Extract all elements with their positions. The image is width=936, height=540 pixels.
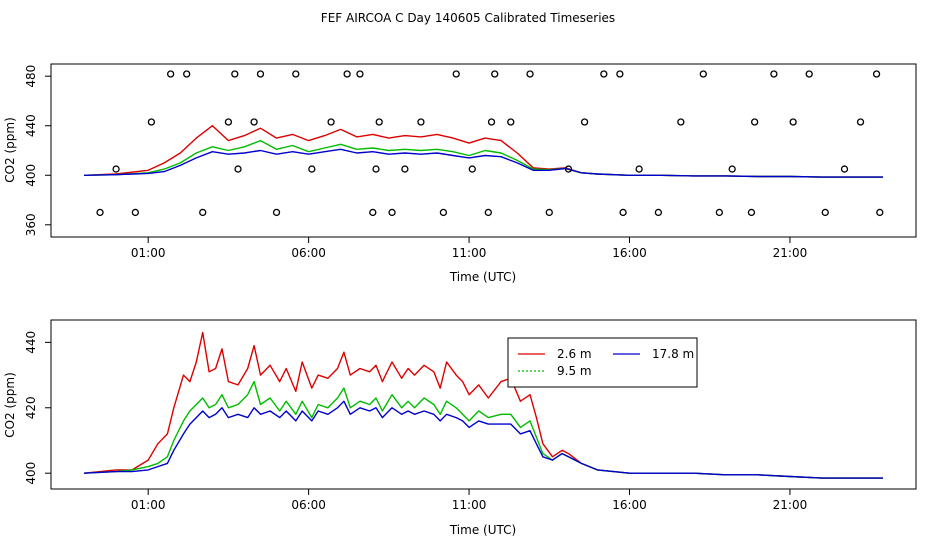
top-panel: 01:00 06:00 11:00 16:00 21:00 360 400 440 480 Ti…	[3, 63, 917, 284]
marker-point	[507, 118, 515, 126]
marker-point	[468, 165, 476, 173]
x-tick-label: 01:00	[131, 498, 166, 512]
bottom-axis-ticks: 01:00 06:00 11:00 16:00 21:00 400 420 440	[24, 331, 807, 512]
bottom-y-axis-label: CO2 (ppm)	[3, 372, 17, 438]
marker-point	[770, 70, 778, 78]
marker-point	[677, 118, 685, 126]
top-x-axis-label: Time (UTC)	[449, 270, 516, 284]
top-axis-ticks: 01:00 06:00 11:00 16:00 21:00 360 400 440 480	[24, 65, 807, 260]
bottom-panel: 01:00 06:00 11:00 16:00 21:00 400 420 440 Time …	[3, 319, 917, 537]
series-line-17-8-m	[83, 148, 883, 178]
marker-point	[199, 208, 207, 217]
series-line-9-5-m	[83, 139, 883, 178]
marker-point	[452, 70, 460, 78]
x-tick-label: 16:00	[612, 498, 647, 512]
marker-point	[699, 70, 707, 78]
marker-point	[840, 165, 849, 173]
marker-point	[96, 208, 104, 217]
legend: 2.6 m 9.5 m 17.8 m	[507, 337, 698, 388]
legend-box	[507, 337, 698, 388]
bottom-plot-frame	[50, 319, 917, 490]
top-y-axis-label: CO2 (ppm)	[3, 117, 17, 183]
marker-point	[327, 118, 335, 126]
series-line-2-6-m	[83, 331, 883, 479]
marker-point	[805, 70, 813, 78]
legend-label-17-8m: 17.8 m	[652, 347, 694, 361]
bottom-series	[83, 331, 883, 479]
bottom-x-axis-label: Time (UTC)	[449, 523, 516, 537]
marker-point	[356, 70, 364, 78]
marker-point	[183, 70, 191, 78]
y-tick-label: 420	[24, 396, 38, 419]
page-title: FEF AIRCOA C Day 140605 Calibrated Times…	[321, 11, 615, 25]
marker-point	[388, 208, 396, 217]
marker-point	[654, 208, 663, 217]
marker-point	[369, 208, 377, 217]
y-tick-label: 360	[24, 213, 38, 236]
marker-point	[131, 208, 139, 217]
marker-point	[484, 208, 492, 217]
x-tick-label: 06:00	[291, 246, 326, 260]
marker-point	[308, 165, 316, 173]
marker-point	[439, 208, 448, 217]
marker-point	[375, 118, 383, 126]
y-tick-label: 400	[24, 462, 38, 485]
marker-point	[616, 70, 624, 78]
x-tick-label: 11:00	[452, 246, 487, 260]
x-tick-label: 06:00	[291, 498, 326, 512]
marker-point	[401, 165, 409, 173]
series-line-9-5-m	[83, 380, 883, 479]
marker-point	[619, 208, 627, 217]
legend-label-2-6m: 2.6 m	[557, 347, 592, 361]
marker-point	[856, 118, 865, 126]
marker-point	[250, 118, 258, 126]
marker-point	[231, 70, 239, 78]
marker-point	[750, 118, 759, 126]
x-tick-label: 21:00	[773, 498, 808, 512]
x-tick-label: 16:00	[612, 246, 647, 260]
marker-point	[272, 208, 281, 217]
y-tick-label: 480	[24, 65, 38, 88]
marker-point	[872, 70, 881, 78]
marker-point	[166, 70, 175, 78]
marker-point	[224, 118, 233, 126]
x-tick-label: 01:00	[131, 246, 166, 260]
marker-point	[635, 165, 643, 173]
marker-point	[487, 118, 496, 126]
marker-point	[728, 165, 736, 173]
marker-point	[234, 165, 242, 173]
marker-point	[821, 208, 829, 217]
x-tick-label: 21:00	[773, 246, 808, 260]
top-series	[83, 70, 884, 217]
marker-point	[715, 208, 723, 217]
marker-point	[526, 70, 534, 78]
top-plot-frame	[50, 63, 917, 238]
marker-point	[747, 208, 756, 217]
marker-point	[417, 118, 425, 126]
marker-point	[112, 165, 120, 173]
marker-point	[564, 165, 573, 173]
marker-point	[372, 165, 380, 173]
y-tick-label: 440	[24, 331, 38, 354]
marker-point	[545, 208, 553, 217]
x-tick-label: 11:00	[452, 498, 487, 512]
marker-point	[292, 70, 300, 78]
marker-point	[580, 118, 589, 126]
marker-point	[491, 70, 499, 78]
marker-point	[789, 118, 797, 126]
marker-point	[876, 208, 884, 217]
y-tick-label: 400	[24, 164, 38, 187]
marker-point	[256, 70, 265, 78]
marker-point	[343, 70, 351, 78]
marker-point	[600, 70, 608, 78]
y-tick-label: 440	[24, 114, 38, 137]
series-line-17-8-m	[83, 400, 883, 479]
marker-point	[147, 118, 156, 126]
legend-label-9-5m: 9.5 m	[557, 364, 592, 378]
